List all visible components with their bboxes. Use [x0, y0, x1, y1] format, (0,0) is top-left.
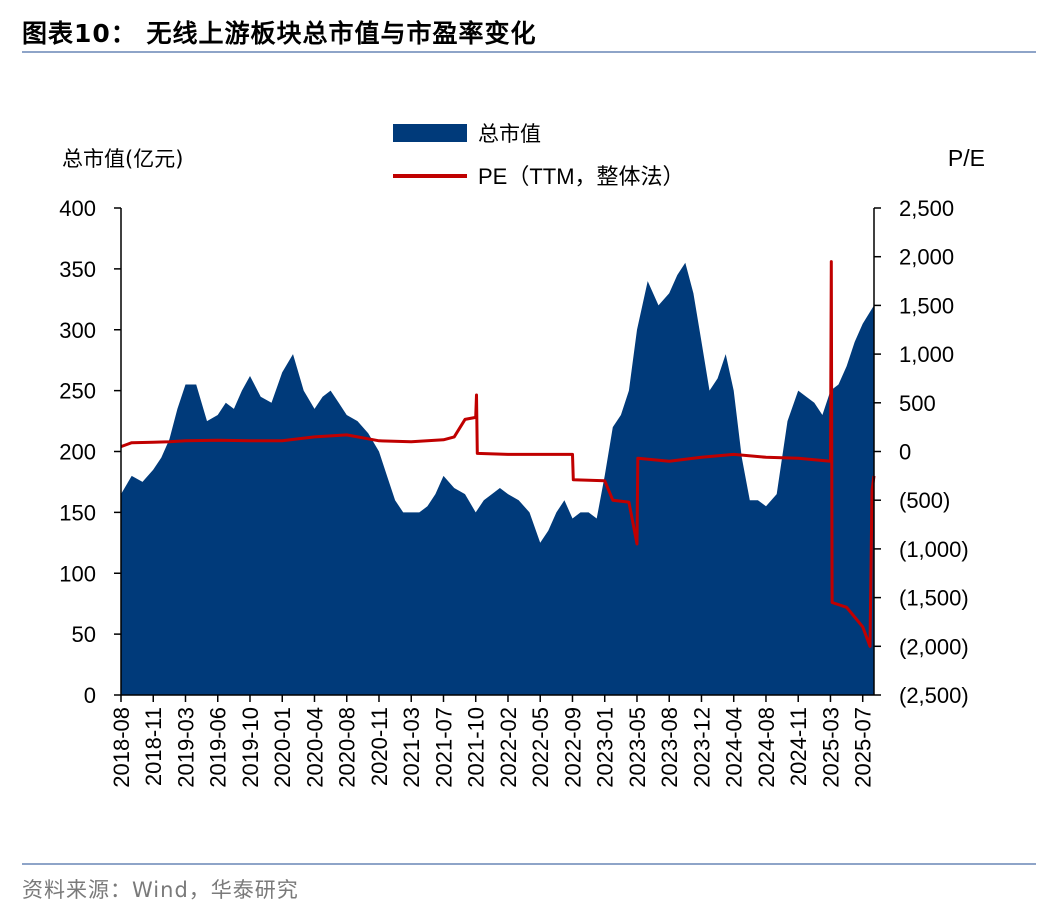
x-tick-label: 2022-02	[496, 707, 521, 788]
x-tick-label: 2023-08	[657, 707, 682, 788]
right-axis-title: P/E	[948, 145, 985, 171]
legend-label-market-cap: 总市值	[478, 122, 541, 146]
x-tick-label: 2021-07	[431, 707, 456, 788]
left-axis-title: 总市值(亿元)	[62, 147, 183, 171]
x-tick-label: 2018-11	[141, 707, 166, 786]
x-tick-label: 2025-03	[818, 707, 843, 788]
right-tick-label: 1,000	[899, 342, 954, 367]
pe-line	[120, 260, 876, 648]
bottom-divider	[22, 863, 1036, 865]
x-tick-label: 2019-03	[173, 707, 198, 788]
right-tick-label: (2,500)	[899, 683, 969, 708]
x-tick-label: 2021-10	[464, 707, 489, 788]
x-tick-label: 2018-08	[109, 707, 134, 788]
x-tick-label: 2019-06	[206, 707, 231, 788]
source-note: 资料来源：Wind，华泰研究	[22, 878, 299, 902]
x-tick-label: 2022-09	[560, 707, 585, 788]
left-tick-label: 150	[59, 500, 96, 525]
left-tick-label: 100	[59, 561, 96, 586]
area-series-layer	[121, 262, 874, 695]
x-tick-label: 2020-11	[367, 707, 392, 786]
right-tick-label: 0	[899, 440, 911, 465]
x-tick-label: 2024-11	[786, 707, 811, 786]
axes-layer: 0 50 100 150 200 250 300 350 400 (2,500) (2,000) (1…	[59, 196, 968, 788]
right-tick-label: (2,000)	[899, 634, 969, 659]
left-tick-label: 0	[84, 683, 96, 708]
legend-swatch-area	[393, 124, 467, 142]
right-tick-label: (1,500)	[899, 586, 969, 611]
top-divider	[22, 51, 1036, 53]
x-tick-label: 2023-01	[593, 707, 618, 788]
x-tick-label: 2025-07	[851, 707, 876, 788]
right-tick-label: 2,000	[899, 245, 954, 270]
x-tick-label: 2020-04	[302, 707, 327, 788]
right-tick-label: 1,500	[899, 293, 954, 318]
left-tick-label: 300	[59, 318, 96, 343]
x-tick-label: 2024-04	[722, 707, 747, 788]
market-cap-area	[121, 262, 874, 695]
x-tick-label: 2020-08	[335, 707, 360, 788]
right-tick-label: 2,500	[899, 196, 954, 221]
x-tick-label: 2019-10	[238, 707, 263, 788]
x-tick-label: 2021-03	[399, 707, 424, 788]
x-tick-label: 2022-05	[528, 707, 553, 788]
right-tick-label: (1,000)	[899, 537, 969, 562]
x-tick-label: 2024-08	[754, 707, 779, 788]
left-tick-label: 250	[59, 379, 96, 404]
right-tick-label: (500)	[899, 488, 950, 513]
left-tick-label: 350	[59, 257, 96, 282]
line-series-layer	[120, 260, 876, 648]
legend-label-pe: PE（TTM，整体法）	[478, 164, 685, 189]
page-title: 图表10： 无线上游板块总市值与市盈率变化	[22, 19, 537, 48]
right-tick-label: 500	[899, 391, 936, 416]
x-tick-label: 2023-12	[689, 707, 714, 788]
x-tick-label: 2020-01	[270, 707, 295, 788]
legend: 总市值 PE（TTM，整体法）	[393, 122, 685, 189]
x-tick-label: 2023-05	[625, 707, 650, 788]
left-tick-label: 400	[59, 196, 96, 221]
left-tick-label: 200	[59, 440, 96, 465]
left-tick-label: 50	[72, 622, 96, 647]
